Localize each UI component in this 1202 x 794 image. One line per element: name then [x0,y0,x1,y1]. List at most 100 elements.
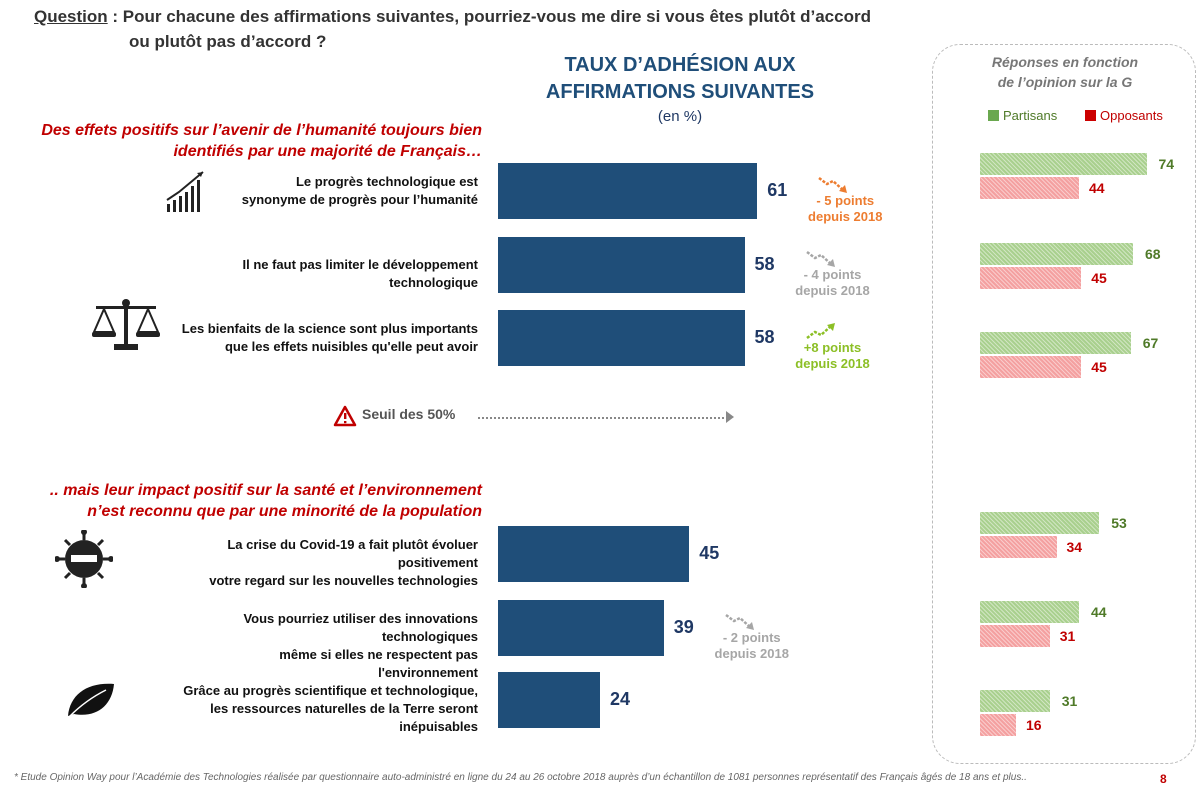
legend-opposants-swatch [1085,110,1096,121]
statement-line: Vous pourriez utiliser des innovations t… [243,611,478,644]
opposants-bar [980,625,1050,647]
evolution-label: - 4 points depuis 2018 [783,267,883,299]
partisans-value: 68 [1145,246,1161,262]
legend-partisans-swatch [988,110,999,121]
threshold-line [478,417,728,419]
panel-title-line-1: Réponses en fonction [991,54,1139,70]
chart-unit: (en %) [657,108,703,125]
opposants-bar [980,177,1079,199]
partisans-value: 74 [1158,156,1175,172]
evolution-points: +8 points [803,340,862,355]
opposants-value: 34 [1066,539,1083,555]
statement-line: La crise du Covid-19 a fait plutôt évolu… [227,537,478,570]
bar-value: 39 [673,617,694,637]
statement-label: La crise du Covid-19 a fait plutôt évolu… [178,536,478,590]
evolution-since: depuis 2018 [714,646,789,661]
bar-value: 58 [754,327,775,347]
trend-down-icon [818,177,848,193]
question-label: Question [34,7,108,26]
chart-title-line-1: TAUX D’ADHÉSION AUX [564,54,796,76]
opposants-value: 31 [1059,628,1076,644]
evolution-since: depuis 2018 [795,356,870,371]
statement-line: les ressources naturelles de la Terre se… [210,701,478,734]
statement-line: Les bienfaits de la science sont plus im… [181,321,478,336]
statement-label: Il ne faut pas limiter le développement … [178,256,478,292]
partisans-value: 31 [1061,693,1078,709]
panel-title-line-2: de l’opinion sur la G [997,74,1133,90]
statement-line: Il ne faut pas limiter le développement … [242,257,478,290]
evolution-points: - 5 points [816,193,875,208]
statement-label: Vous pourriez utiliser des innovations t… [178,610,478,682]
evolution-points: - 4 points [803,267,862,282]
bar [498,310,745,366]
bar-value: 61 [767,180,788,200]
threshold-label: Seuil des 50% [362,406,456,422]
evolution-label: +8 points depuis 2018 [783,340,883,372]
opposants-bar [980,356,1082,378]
trend-down-icon [725,614,754,630]
partisans-bar [980,153,1147,175]
covid-virus-icon [55,530,113,588]
section-heading-positive: Des effets positifs sur l’avenir de l’hu… [12,120,482,162]
opinion-panel [932,44,1196,764]
statement-line: Le progrès technologique est [295,174,478,189]
bar [498,163,758,219]
panel-title: Réponses en fonction de l’opinion sur la… [950,52,1180,92]
statement-label: Grâce au progrès scientifique et technol… [178,682,478,736]
partisans-bar [980,512,1100,534]
opposants-value: 45 [1091,359,1107,375]
question: Question : Pour chacune des affirmations… [34,4,871,54]
opposants-bar [980,536,1057,558]
partisans-value: 44 [1091,604,1107,620]
section-heading-negative-line-2: n’est reconnu que par une minorité de la… [87,503,482,520]
bar [498,672,600,728]
section-heading-negative: .. mais leur impact positif sur la santé… [12,480,482,522]
legend-opposants-label: Opposants [1100,108,1163,123]
statement-label: Le progrès technologique est synonyme de … [178,173,478,209]
evolution-since: depuis 2018 [808,209,883,224]
footnote: * Etude Opinion Way pour l’Académie des … [14,772,1027,783]
chart-title: TAUX D’ADHÉSION AUX AFFIRMATIONS SUIVANT… [500,52,860,106]
legend-partisans-label: Partisans [1003,108,1058,123]
page-number: 8 [1160,772,1167,786]
bar [498,237,745,293]
threshold-arrow-icon [726,411,734,423]
statement-line: Grâce au progrès scientifique et technol… [183,683,478,698]
partisans-bar [980,601,1079,623]
section-heading-positive-line-1: Des effets positifs sur l’avenir de l’hu… [41,122,482,139]
opposants-bar [980,714,1016,736]
bar [498,600,664,656]
scales-icon [92,299,160,350]
question-text-2: ou plutôt pas d’accord ? [129,32,327,51]
trend-down-icon [805,251,835,267]
evolution-since: depuis 2018 [795,283,870,298]
section-heading-negative-line-1: .. mais leur impact positif sur la santé… [49,482,482,499]
opposants-value: 16 [1026,717,1042,733]
question-text-1: : Pour chacune des affirmations suivante… [107,7,871,26]
opposants-value: 44 [1089,180,1105,196]
chart-title-line-2: AFFIRMATIONS SUIVANTES [545,81,815,103]
statement-label: Les bienfaits de la science sont plus im… [178,320,478,356]
evolution-label: - 5 points depuis 2018 [795,193,895,225]
leaf-icon [68,683,114,717]
legend-partisans: Partisans [988,108,1057,123]
opposants-bar [980,267,1082,289]
partisans-bar [980,690,1050,712]
bar-value: 24 [610,689,631,709]
bar [498,526,690,582]
statement-line: que les effets nuisibles qu'elle peut av… [224,339,478,354]
opposants-value: 45 [1091,270,1107,286]
evolution-label: - 2 points depuis 2018 [702,630,802,662]
statement-line: votre regard sur les nouvelles technolog… [209,573,478,588]
partisans-value: 53 [1111,515,1127,531]
evolution-points: - 2 points [722,630,781,645]
partisans-value: 67 [1142,335,1159,351]
statement-line: même si elles ne respectent pas l'enviro… [279,647,478,680]
warning-icon [333,405,357,427]
growth-chart-icon [166,171,204,212]
partisans-bar [980,332,1131,354]
legend-opposants: Opposants [1085,108,1163,123]
bar-value: 58 [754,254,775,274]
statement-line: synonyme de progrès pour l’humanité [241,192,478,207]
trend-up-icon [805,323,835,339]
